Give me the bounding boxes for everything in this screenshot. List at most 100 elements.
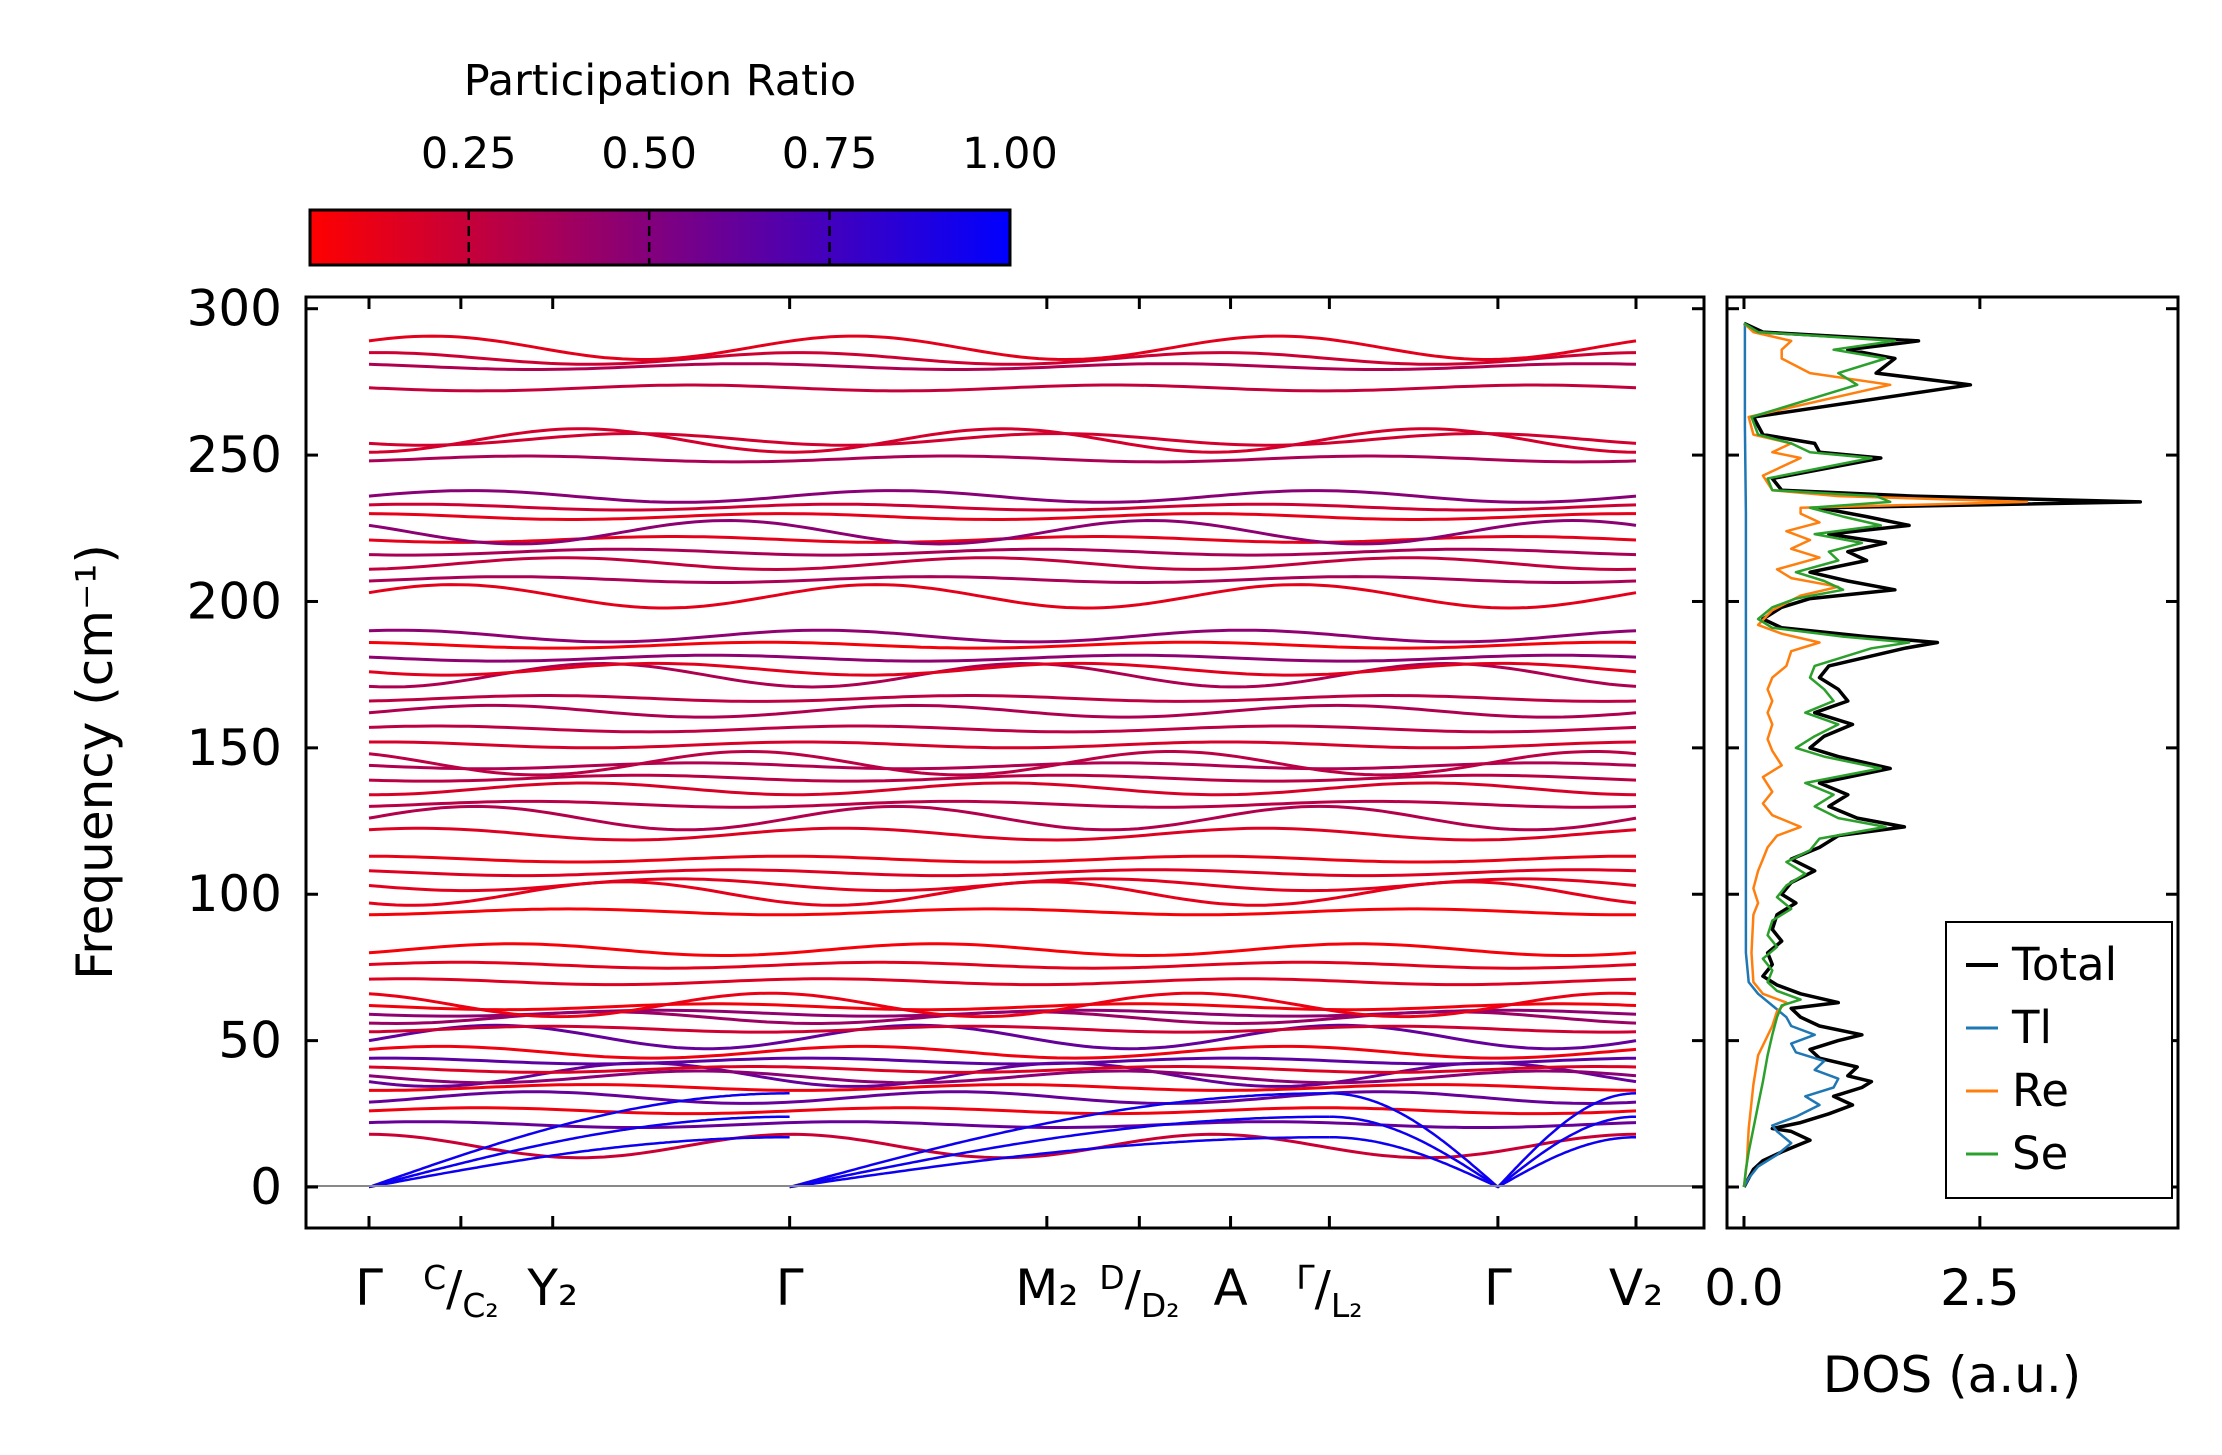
optical-branch [368, 804, 1637, 832]
colorbar-tick-label: 0.50 [601, 129, 697, 179]
optical-branch [368, 661, 1637, 677]
x-tick-label: Y₂ [526, 1259, 578, 1317]
optical-branch [368, 640, 1637, 650]
optical-branch [368, 1065, 1637, 1074]
optical-branch [368, 907, 1637, 917]
y-tick-label: 200 [187, 572, 282, 630]
legend-box [1945, 921, 2173, 1199]
x-tick-label: C/C₂ [423, 1258, 499, 1325]
optical-branch [368, 977, 1637, 987]
dos-panel: 0.0 2.5 DOS (a.u.) Total Tl Re Se [1704, 295, 2180, 1404]
optical-branch [368, 427, 1637, 454]
optical-branch [368, 826, 1637, 842]
optical-branch [369, 1083, 1637, 1092]
optical-branch [368, 749, 1637, 777]
optical-branch [368, 991, 1637, 1019]
colorbar-ticks: 0.25 0.50 0.75 1.00 [421, 129, 1058, 265]
optical-branch [368, 773, 1637, 783]
acoustic-branch [368, 1092, 790, 1189]
optical-branch [368, 653, 1637, 663]
acoustic-branch [368, 1115, 790, 1189]
optical-branch [368, 489, 1637, 504]
colorbar-label: Participation Ratio [464, 56, 857, 106]
colorbar-tick-label: 0.75 [782, 129, 878, 179]
colorbar: Participation Ratio 0.25 0.50 0.75 1.00 [308, 56, 1058, 267]
dos-xlabel: DOS (a.u.) [1823, 1346, 2082, 1404]
legend-label: Se [2012, 1127, 2068, 1180]
acoustic-branch [789, 1115, 1330, 1189]
y-tick-label: 300 [187, 280, 282, 338]
optical-branch [368, 431, 1637, 447]
optical-branch [368, 877, 1637, 893]
optical-branch [368, 512, 1636, 521]
optical-branch [368, 960, 1637, 970]
optical-branch [368, 661, 1637, 689]
optical-branch [368, 362, 1637, 371]
optical-branch [368, 724, 1637, 734]
phonon-branches [368, 334, 1637, 1189]
y-tick-label: 0 [250, 1158, 282, 1216]
dos-series-se [1742, 322, 1911, 1188]
x-tick-label: V₂ [1609, 1259, 1663, 1317]
band-axes-frame [304, 295, 1706, 1230]
legend-label: Re [2012, 1064, 2069, 1117]
optical-branch [368, 1061, 1637, 1088]
x-tick-label: Γ [355, 1259, 383, 1317]
x-tick-label: D/D₂ [1099, 1258, 1179, 1325]
acoustic-branch [1329, 1115, 1637, 1189]
optical-branch [368, 1024, 1637, 1034]
dos-x-tick-label: 2.5 [1940, 1259, 2020, 1317]
y-tick-label: 100 [187, 865, 282, 923]
x-tick-label: M₂ [1015, 1259, 1078, 1317]
dos-legend: Total Tl Re Se [1945, 921, 2173, 1199]
optical-branch [368, 1069, 1637, 1085]
acoustic-branch [1329, 1092, 1637, 1189]
colorbar-tick-label: 0.25 [421, 129, 517, 179]
acoustic-branch [368, 1135, 790, 1189]
colorbar-tick-label: 1.00 [962, 129, 1058, 179]
optical-branch [368, 942, 1637, 957]
optical-branch [368, 454, 1637, 464]
optical-branch [368, 518, 1637, 546]
dos-series-tl [1742, 323, 1840, 1188]
dos-axes-frame [1725, 295, 2180, 1230]
optical-branch [368, 1106, 1637, 1116]
optical-branch [368, 799, 1637, 809]
optical-branch [368, 383, 1637, 393]
optical-branch [369, 740, 1637, 750]
dos-x-tick-label: 0.0 [1704, 1259, 1784, 1317]
optical-branch [369, 351, 1637, 366]
optical-branch [368, 502, 1637, 512]
band-ylabel: Frequency (cm⁻¹) [66, 544, 124, 980]
optical-branch [368, 1008, 1637, 1018]
band-y-axis: 0 50 100 150 200 250 300 [187, 280, 1704, 1216]
y-tick-label: 250 [187, 426, 282, 484]
optical-branch [368, 1002, 1637, 1012]
dos-series-total [1742, 321, 2143, 1188]
optical-branch [368, 1044, 1637, 1060]
dos-series-re [1742, 322, 2029, 1188]
optical-branch [368, 575, 1637, 584]
y-tick-label: 150 [187, 719, 282, 777]
optical-branch [368, 703, 1637, 719]
legend-label: Tl [2011, 1001, 2052, 1054]
x-tick-label: Γ/L₂ [1296, 1258, 1362, 1325]
optical-branch [369, 781, 1637, 797]
x-tick-label: Γ [776, 1259, 804, 1317]
band-structure-panel: 0 50 100 150 200 250 300 Γ C/C₂ Y₂ Γ M₂ D/D₂ A Γ/L₂ Γ V… [66, 280, 1706, 1325]
x-tick-label: A [1213, 1259, 1247, 1317]
acoustic-branch [1329, 1135, 1637, 1189]
optical-branch [368, 1090, 1637, 1106]
dos-curves [1742, 321, 2143, 1188]
legend-label: Total [2011, 938, 2117, 991]
optical-branch [368, 1056, 1637, 1066]
optical-branch [368, 583, 1637, 610]
acoustic-branch [789, 1135, 1330, 1189]
optical-branch [368, 1023, 1637, 1051]
optical-branch [368, 334, 1637, 362]
optical-branch [369, 854, 1636, 864]
colorbar-gradient [308, 208, 1012, 267]
x-tick-label: Γ [1484, 1259, 1512, 1317]
optical-branch [368, 761, 1637, 771]
